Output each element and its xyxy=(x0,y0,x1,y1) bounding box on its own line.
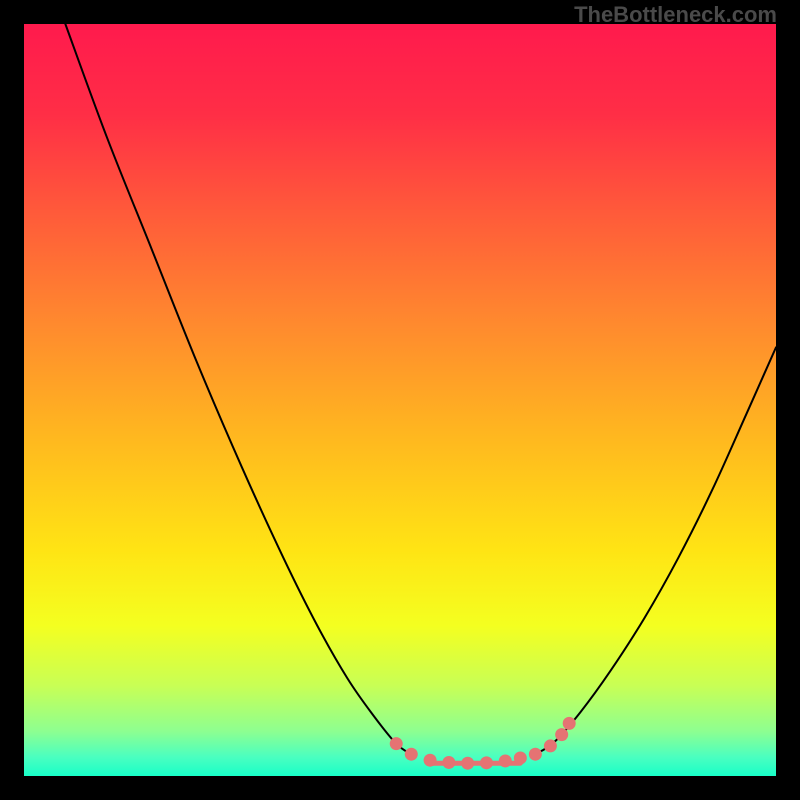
watermark-text: TheBottleneck.com xyxy=(574,2,777,28)
chart-container: { "canvas": { "width": 800, "height": 80… xyxy=(0,0,800,800)
curve-right xyxy=(535,347,776,754)
marker-dot xyxy=(405,748,418,761)
marker-dot xyxy=(555,728,568,741)
marker-dot xyxy=(424,754,437,767)
marker-dot xyxy=(499,754,512,767)
marker-dot xyxy=(529,748,542,761)
markers-group xyxy=(390,717,576,770)
marker-dot xyxy=(461,757,474,770)
marker-dot xyxy=(442,756,455,769)
marker-dot xyxy=(563,717,576,730)
marker-dot xyxy=(544,739,557,752)
marker-dot xyxy=(390,737,403,750)
marker-dot xyxy=(480,756,493,769)
curve-left xyxy=(65,24,411,754)
marker-dot xyxy=(514,751,527,764)
bottleneck-curve-chart xyxy=(0,0,800,800)
